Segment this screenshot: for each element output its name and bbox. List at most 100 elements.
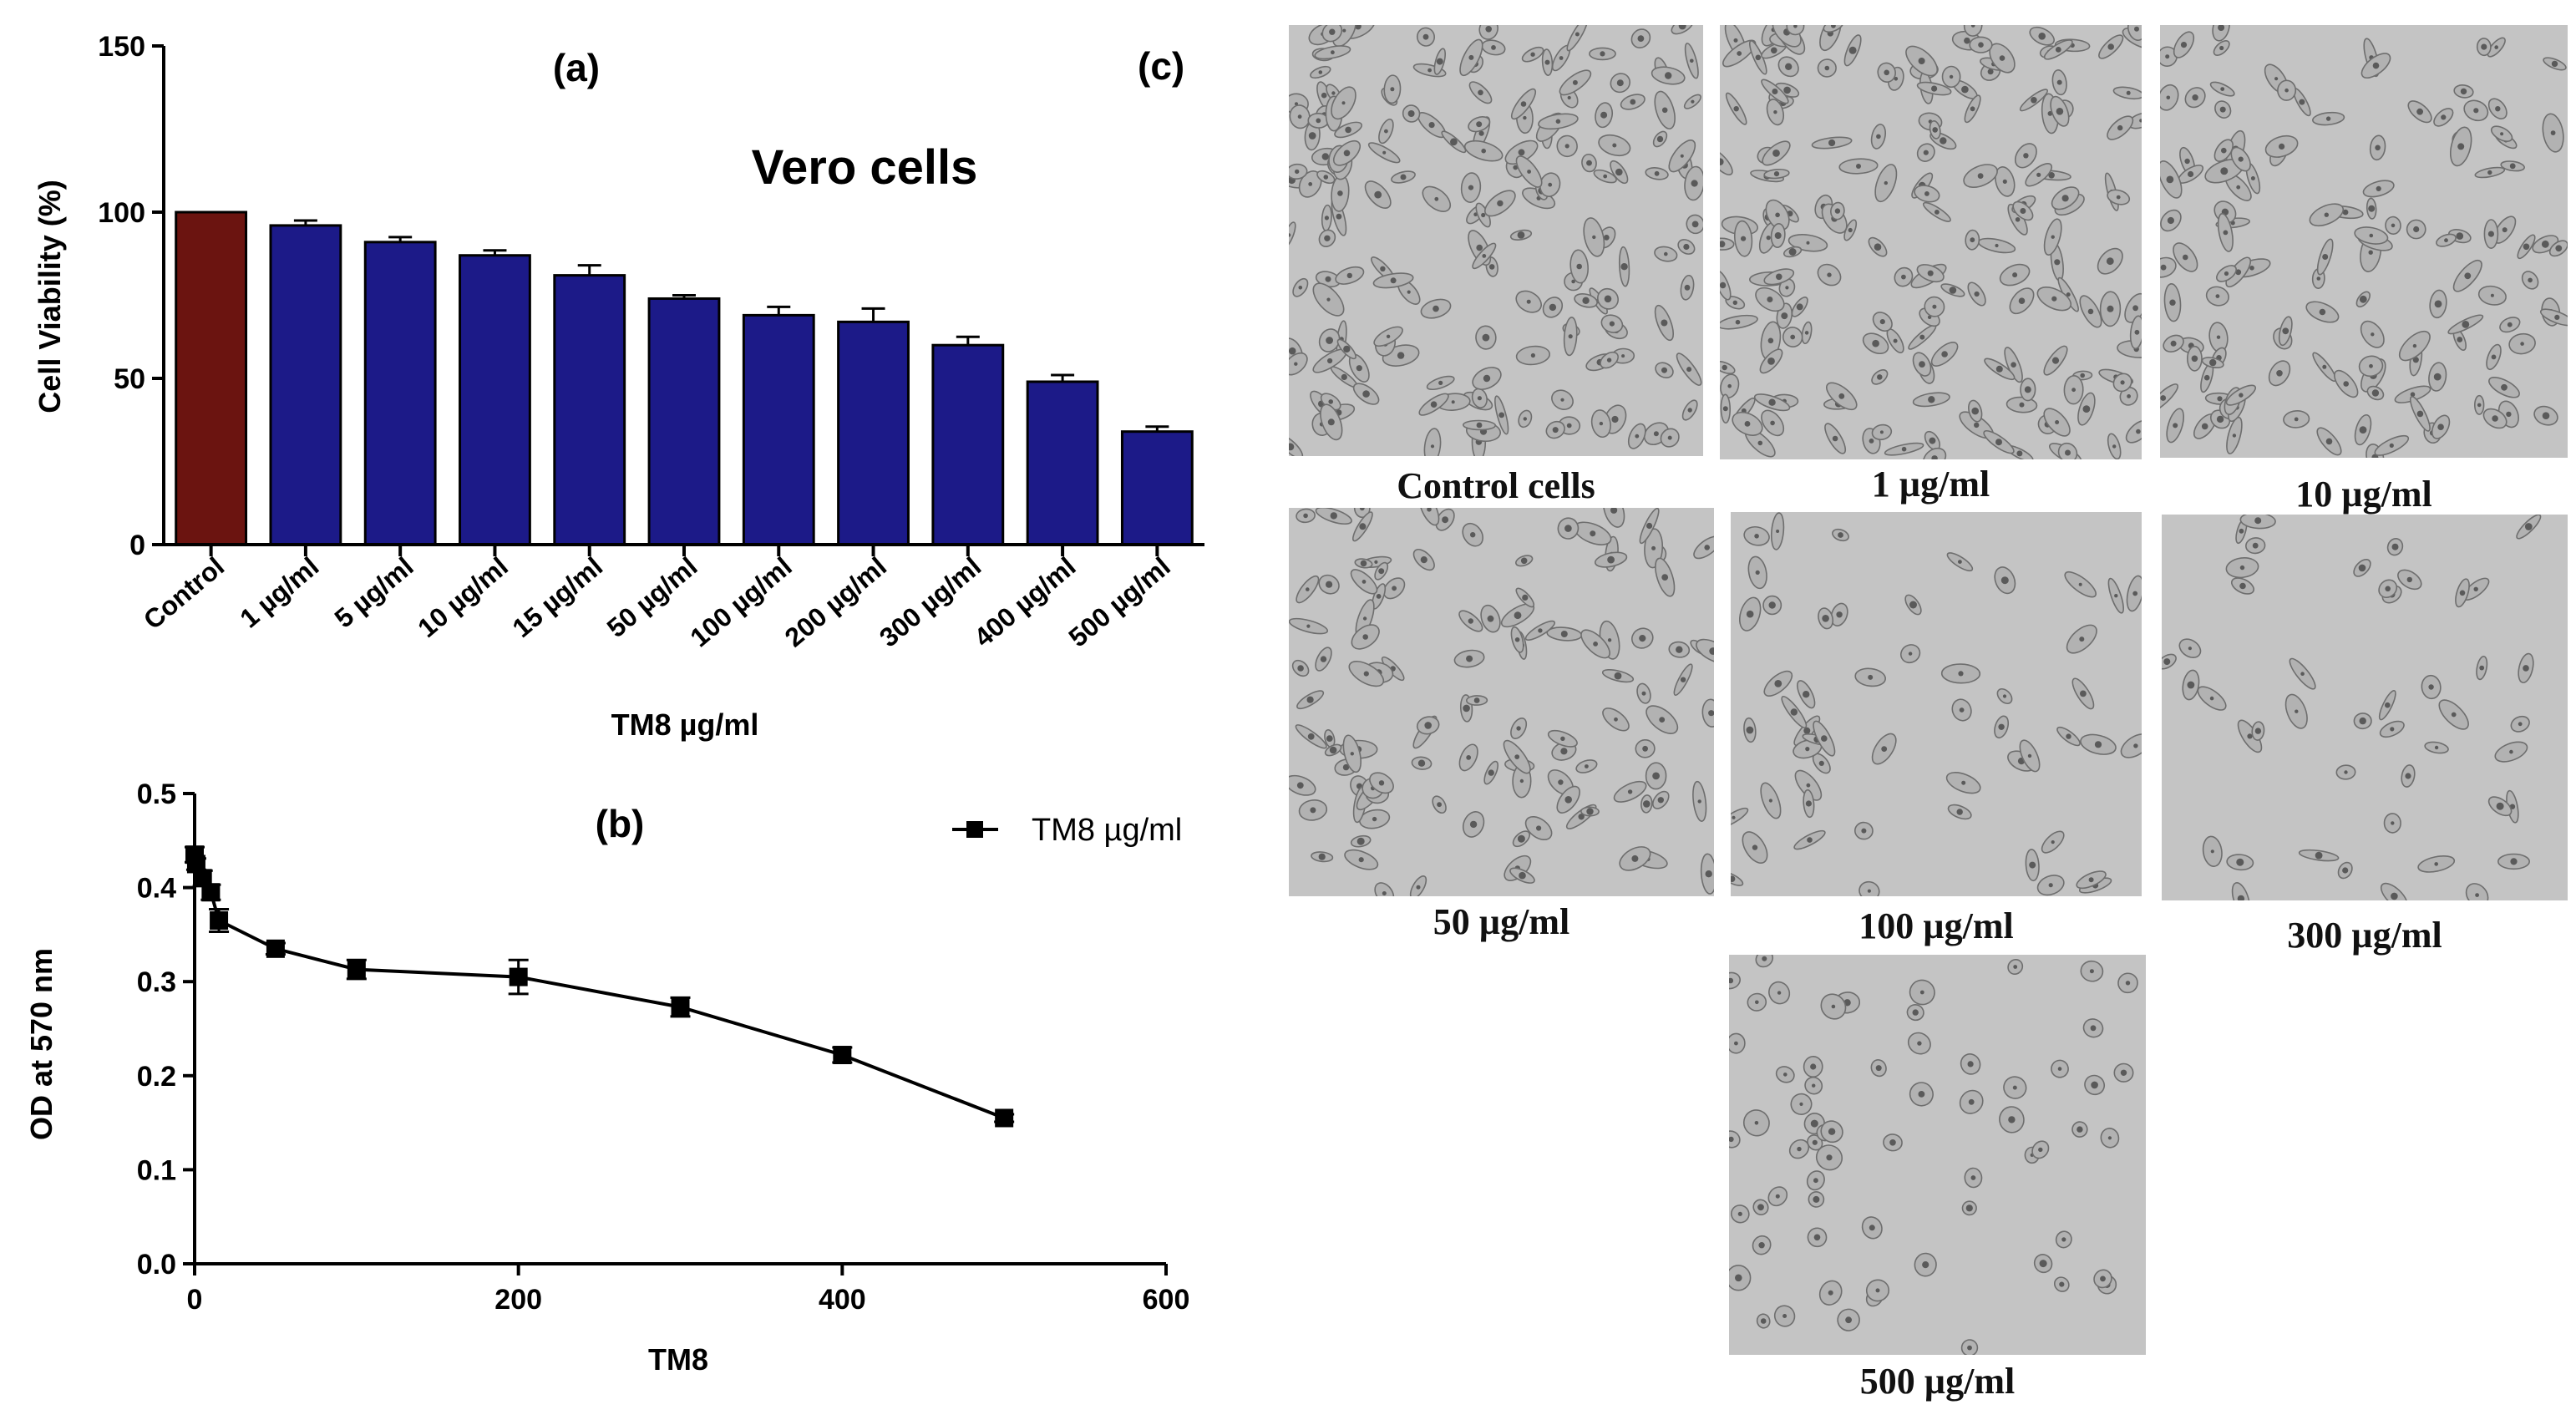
cell-nucleus xyxy=(1956,809,1963,815)
cell-nucleus xyxy=(1793,25,1798,28)
cell-nucleus xyxy=(2201,423,2208,430)
cell-nucleus xyxy=(1362,634,1368,640)
cell-nucleus xyxy=(2235,269,2242,276)
cell-nucleus xyxy=(1538,628,1543,633)
cell-nucleus xyxy=(1874,243,1882,251)
cell-nucleus xyxy=(2524,523,2533,530)
cell-nucleus xyxy=(1307,733,1315,740)
micrograph-100ugml xyxy=(1731,512,2142,896)
chart-a-category-label: Control xyxy=(138,551,230,636)
cell-nucleus xyxy=(2166,175,2174,184)
cell-nucleus xyxy=(1935,210,1940,215)
cell-nucleus xyxy=(1827,272,1832,277)
cell-nucleus xyxy=(2107,305,2114,312)
cell-nucleus xyxy=(1451,400,1455,404)
cell-nucleus xyxy=(1564,144,1569,149)
cell-nucleus xyxy=(2528,277,2533,283)
cell-nucleus xyxy=(1867,889,1871,893)
chart-a-category-label: 15 µg/ml xyxy=(506,551,608,643)
caption-control: Control cells xyxy=(1397,465,1595,506)
cell-nucleus xyxy=(1877,374,1883,380)
cell-nucleus xyxy=(2319,308,2326,316)
cell-nucleus xyxy=(1600,111,1608,119)
cell-nucleus xyxy=(1560,748,1568,755)
cell-nucleus xyxy=(1774,680,1782,687)
cell-nucleus xyxy=(2359,426,2367,434)
cell-nucleus xyxy=(1400,174,1407,180)
cell-nucleus xyxy=(2555,245,2563,252)
cell-nucleus xyxy=(1417,759,1426,767)
cell-nucleus xyxy=(2385,586,2391,592)
micrograph-50ugml xyxy=(1289,508,1714,896)
cell-nucleus xyxy=(1755,54,1762,61)
cell-nucleus xyxy=(1970,106,1975,112)
cell-nucleus xyxy=(1599,421,1604,426)
cell-nucleus xyxy=(2132,591,2138,596)
cell-nucleus xyxy=(2065,449,2071,456)
cell-nucleus xyxy=(2051,840,2055,844)
cell-nucleus xyxy=(2048,883,2053,888)
cell-nucleus xyxy=(2031,97,2037,104)
cell-nucleus xyxy=(2322,254,2329,260)
cell-nucleus xyxy=(2541,240,2549,248)
cell-nucleus xyxy=(2481,43,2487,50)
cell-nucleus xyxy=(2494,45,2498,49)
cell-nucleus xyxy=(2434,300,2442,308)
chart-b-x-axis-label: TM8 xyxy=(648,1342,708,1377)
cell-nucleus xyxy=(2507,322,2513,327)
cell-nucleus xyxy=(1630,99,1636,105)
panel-a-label: (a) xyxy=(553,46,600,89)
cell-nucleus xyxy=(2299,99,2305,105)
cell-nucleus xyxy=(1652,772,1660,780)
cell-nucleus xyxy=(2371,332,2375,337)
cell-nucleus xyxy=(1390,87,1395,92)
panel-b-label: (b) xyxy=(596,802,645,845)
cell-nucleus xyxy=(1416,885,1421,890)
cell-nucleus xyxy=(1965,1204,1973,1212)
cell-nucleus xyxy=(1482,333,1490,342)
cell-nucleus xyxy=(1641,691,1646,696)
cell-nucleus xyxy=(1592,235,1596,240)
chart-a-x-axis-label: TM8 µg/ml xyxy=(611,707,759,742)
cell-nucleus xyxy=(1733,38,1738,43)
cell-nucleus xyxy=(1961,780,1966,785)
series-line xyxy=(193,854,1005,1120)
cell-nucleus xyxy=(1845,1316,1852,1324)
cell-nucleus xyxy=(1683,243,1690,251)
cell-nucleus xyxy=(2223,230,2229,236)
cell-nucleus xyxy=(1297,665,1304,672)
cell-nucleus xyxy=(1331,50,1335,55)
cell-nucleus xyxy=(1768,601,1776,609)
cell-nucleus xyxy=(2066,733,2071,739)
cell-nucleus xyxy=(2090,1025,2097,1032)
cell-nucleus xyxy=(1530,52,1535,57)
cell-nucleus xyxy=(1746,726,1754,734)
caption-100ugml: 100 µg/ml xyxy=(1858,905,2014,946)
chart-a-y-axis-label: Cell Viability (%) xyxy=(33,180,67,413)
cell-nucleus xyxy=(1909,601,1917,609)
cell-nucleus xyxy=(1362,616,1367,621)
cell-nucleus xyxy=(1884,180,1888,185)
cell-nucleus xyxy=(2473,586,2478,591)
cell-nucleus xyxy=(2523,243,2530,251)
cell-nucleus xyxy=(1612,143,1617,148)
cell-nucleus xyxy=(2457,337,2463,342)
cell-nucleus xyxy=(1536,825,1542,831)
cell-nucleus xyxy=(2036,172,2041,177)
cell-nucleus xyxy=(2218,25,2225,31)
cell-nucleus xyxy=(1834,208,1841,214)
cell-nucleus xyxy=(1331,91,1336,95)
cell-nucleus xyxy=(1350,752,1354,756)
cell-nucleus xyxy=(1964,37,1970,44)
cell-nucleus xyxy=(1420,556,1427,564)
cell-nucleus xyxy=(2094,741,2102,748)
cell-nucleus xyxy=(2274,77,2279,81)
cell-nucleus xyxy=(1722,406,1728,412)
cell-nucleus xyxy=(1732,300,1737,305)
cell-nucleus xyxy=(1901,446,1907,452)
bar-2 xyxy=(363,241,437,546)
cell-nucleus xyxy=(1430,401,1438,408)
cell-nucleus xyxy=(1437,802,1442,808)
micrograph-10ugml xyxy=(2160,25,2568,458)
